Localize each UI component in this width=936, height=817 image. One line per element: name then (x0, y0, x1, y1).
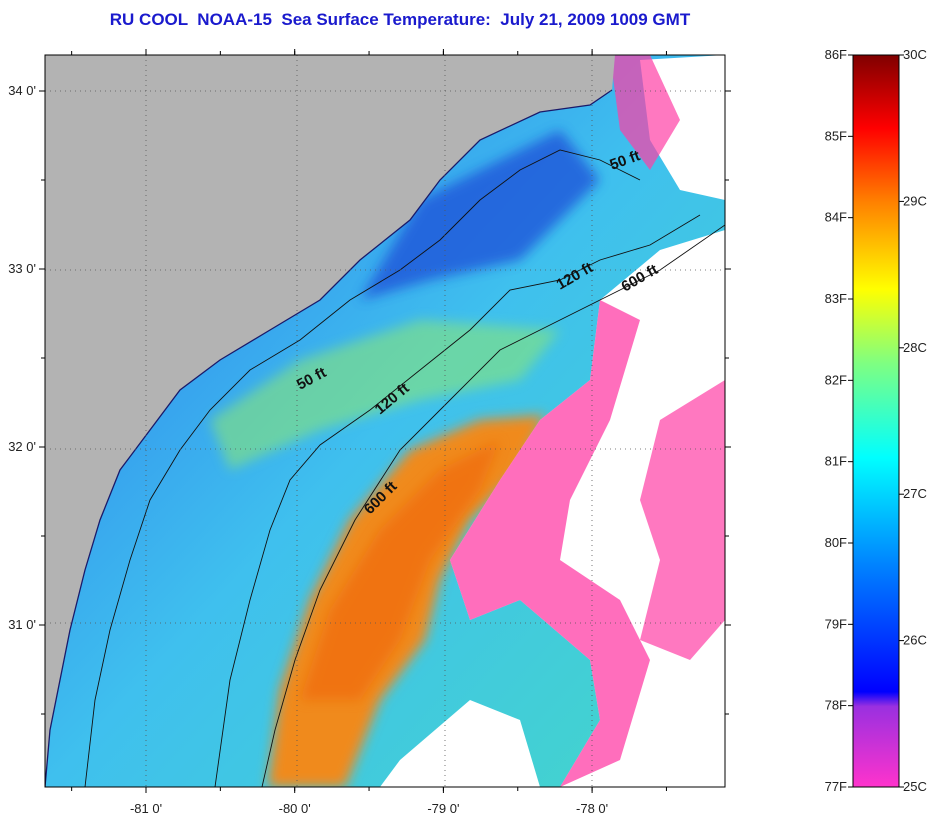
colorbar-f-label: 84F (825, 210, 847, 225)
colorbar-c-label: 30C (903, 47, 927, 62)
cloud-edge-mask-north (610, 55, 680, 170)
colorbar-c-label: 27C (903, 486, 927, 501)
colorbar-c-label: 29C (903, 193, 927, 208)
colorbar-f-label: 86F (825, 47, 847, 62)
lon-label: -81 0' (130, 801, 162, 816)
lat-label: 32 0' (8, 439, 36, 454)
isobath-600ft (261, 224, 725, 787)
cloud-edge-mask-east (640, 380, 725, 660)
colorbar-f-label: 83F (825, 291, 847, 306)
colorbar-f-label: 81F (825, 454, 847, 469)
graticule (45, 55, 725, 787)
colorbar-c-label: 25C (903, 779, 927, 794)
lat-label: 33 0' (8, 261, 36, 276)
land-area (45, 55, 615, 787)
colorbar-c-label: 28C (903, 340, 927, 355)
lon-label: -79 0' (427, 801, 459, 816)
gulf-stream-core (300, 440, 500, 700)
colorbar-ticks: 86F 85F 84F 83F 82F 81F 80F 79F 78F 77F 30C 29C 28C 2… (825, 47, 927, 794)
isobath-50ft (84, 149, 641, 787)
lon-label: -80 0' (279, 801, 311, 816)
colorbar-f-label: 80F (825, 535, 847, 550)
cloud-cover-south (380, 700, 540, 787)
lat-label: 34 0' (8, 83, 36, 98)
map-axis-ticks: 34 0' 33 0' 32 0' 31 0' -81 0' -80 0' -79 0' -7… (8, 49, 731, 816)
cloud-cover (450, 230, 725, 787)
colorbar-c-label: 26C (903, 633, 927, 648)
colorbar-f-label: 79F (825, 616, 847, 631)
lon-label: -78 0' (576, 801, 608, 816)
colorbar-f-label: 78F (825, 698, 847, 713)
lat-label: 31 0' (8, 617, 36, 632)
map-frame (44, 54, 726, 788)
colorbar (852, 54, 900, 788)
colorbar-f-label: 85F (825, 128, 847, 143)
cold-inshore-region (360, 130, 600, 300)
map-image (45, 55, 725, 787)
isobath-120ft (214, 214, 701, 787)
colorbar-f-label: 82F (825, 372, 847, 387)
cloud-edge-mask (450, 300, 650, 787)
map-title: RU COOL NOAA-15 Sea Surface Temperature:… (109, 10, 691, 29)
colorbar-f-label: 77F (825, 779, 847, 794)
warm-shelf-band (210, 320, 560, 470)
coastline (45, 89, 613, 787)
